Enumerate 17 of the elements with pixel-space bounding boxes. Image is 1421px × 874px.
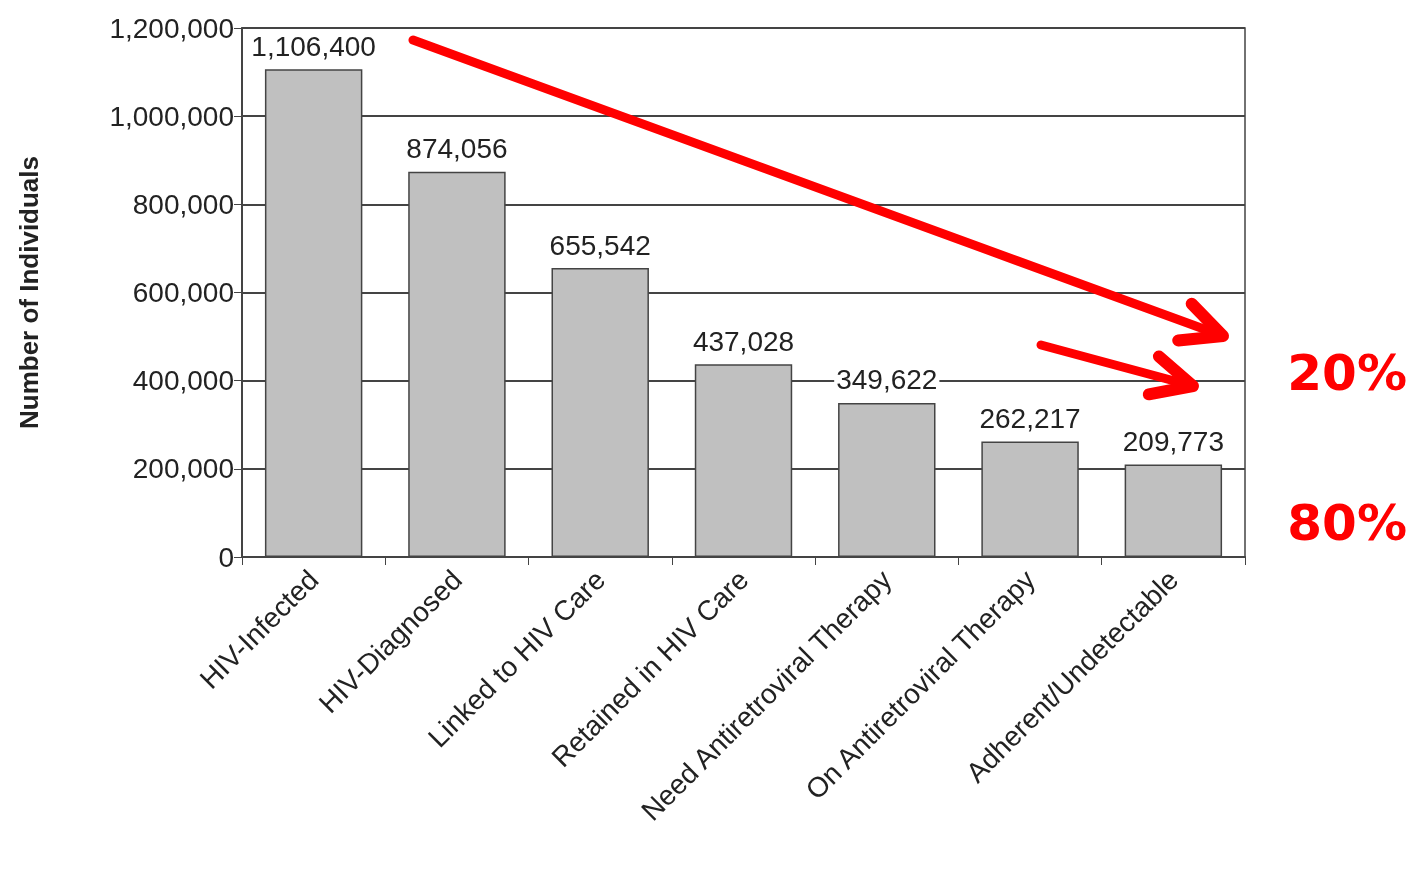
y-tick-label: 600,000	[132, 277, 234, 308]
text: 80%	[1287, 494, 1408, 552]
y-tick-label: 1,000,000	[109, 100, 234, 132]
data-label: 349,622	[836, 364, 938, 396]
data-label: 655,542	[549, 229, 651, 261]
data-label: 437,028	[692, 325, 795, 357]
y-axis-title: Number of Individuals	[14, 155, 44, 430]
y-tick-label: 400,000	[132, 365, 234, 397]
data-label: 262,217	[979, 402, 1081, 434]
y-tick-label: 200,000	[132, 453, 234, 485]
y-tick-label: 0	[218, 541, 234, 573]
y-tick-label: 1,200,000	[109, 12, 234, 44]
data-label: 209,773	[1122, 426, 1224, 458]
y-tick-label: 800,000	[132, 188, 234, 220]
data-label: 1,106,400	[251, 30, 376, 62]
data-label: 874,056	[406, 133, 508, 165]
text: 20%	[1287, 344, 1408, 402]
